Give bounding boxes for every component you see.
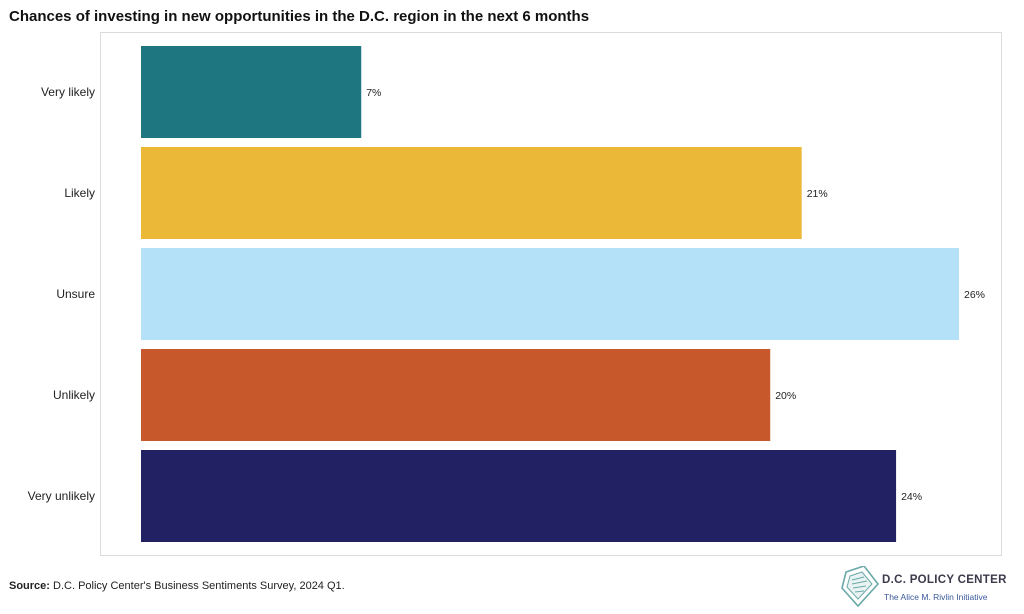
value-label: 24% [901, 491, 922, 503]
bar-likely [141, 147, 802, 239]
source-label: Source: [9, 580, 50, 592]
dc-policy-center-logo: D.C. POLICY CENTER The Alice M. Rivlin I… [840, 566, 1010, 610]
value-label: 20% [775, 390, 796, 402]
category-label: Likely [64, 186, 95, 200]
bar-unlikely [141, 349, 771, 441]
value-label: 21% [807, 188, 828, 200]
logo-tagline: The Alice M. Rivlin Initiative [884, 592, 988, 602]
category-label: Unsure [56, 287, 95, 301]
category-label: Very unlikely [28, 489, 95, 503]
category-label: Unlikely [53, 388, 95, 402]
source-text: D.C. Policy Center's Business Sentiments… [49, 580, 345, 592]
logo-name: D.C. POLICY CENTER [882, 574, 1007, 586]
value-label: 26% [964, 289, 985, 301]
plot-area [100, 32, 1002, 556]
value-label: 7% [366, 87, 381, 99]
category-label: Very likely [41, 85, 95, 99]
bar-very-likely [141, 46, 362, 138]
chart-title: Chances of investing in new opportunitie… [9, 8, 590, 25]
bar-very-unlikely [141, 450, 897, 542]
dc-map-document-icon [841, 566, 880, 608]
bar-unsure [141, 248, 959, 340]
source-note: Source: D.C. Policy Center's Business Se… [9, 580, 345, 592]
